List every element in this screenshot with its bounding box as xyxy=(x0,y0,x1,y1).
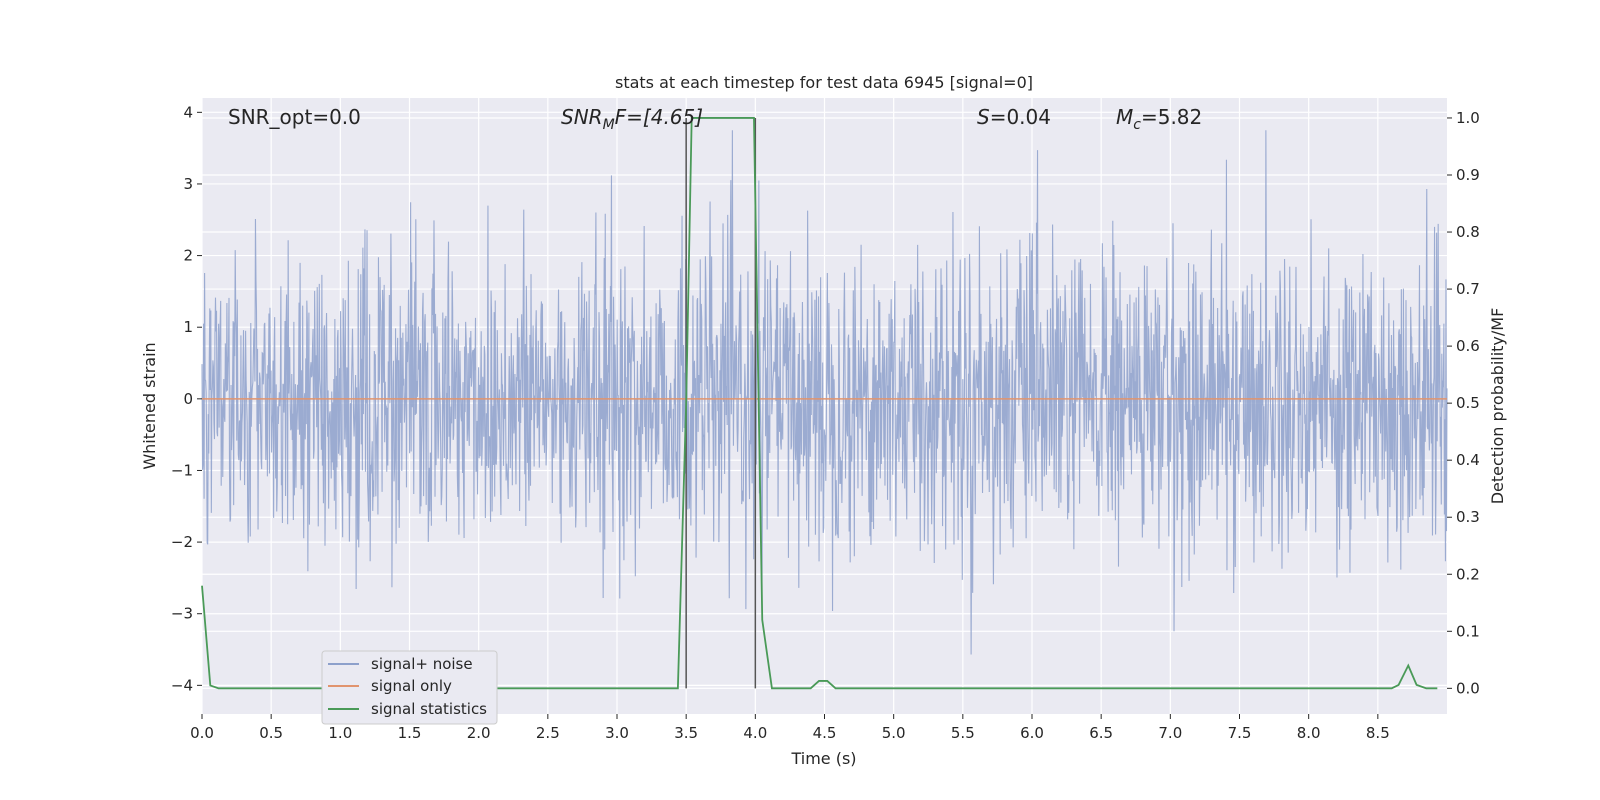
y2-tick-label: 0.0 xyxy=(1456,679,1480,697)
y-tick-label: −2 xyxy=(171,533,193,551)
snr-mf-sub: M xyxy=(603,117,615,133)
y2-tick-label: 0.6 xyxy=(1456,337,1480,355)
x-tick-label: 8.5 xyxy=(1366,724,1390,742)
y2-tick-label: 1.0 xyxy=(1456,109,1480,127)
noise-series xyxy=(201,130,1448,655)
y-tick-label: 4 xyxy=(183,103,193,121)
y2-tick-label: 0.1 xyxy=(1456,622,1480,640)
snr-opt-annotation: SNR_opt=0.0 xyxy=(228,105,361,129)
x-tick-label: 7.0 xyxy=(1158,724,1182,742)
mc-annotation: Mc=5.82 xyxy=(1116,105,1202,133)
s-tail: =0.04 xyxy=(990,105,1051,129)
chart-title: stats at each timestep for test data 694… xyxy=(615,73,1033,92)
ticks: 0.0 0.5 1.0 1.5 2.0 2.5 3.0 3.5 4.0 4.5 5.0 5.5 6.0 6… xyxy=(171,103,1480,742)
snr-mf-annotation: SNRMF=[4.65] xyxy=(561,105,703,133)
mc-tail: =5.82 xyxy=(1141,105,1202,129)
y-tick-label: 3 xyxy=(183,175,193,193)
x-tick-label: 1.5 xyxy=(398,724,422,742)
y2-tick-label: 0.4 xyxy=(1456,451,1480,469)
y-tick-label: −1 xyxy=(171,461,193,479)
legend-label-signal-only: signal only xyxy=(371,677,452,695)
legend-label-signal-noise: signal+ noise xyxy=(371,655,473,673)
x-tick-label: 2.0 xyxy=(467,724,491,742)
s-annotation: S=0.04 xyxy=(977,105,1051,129)
x-tick-label: 7.5 xyxy=(1228,724,1252,742)
y-tick-label: 0 xyxy=(183,390,193,408)
x-tick-label: 4.5 xyxy=(813,724,837,742)
x-tick-label: 0.5 xyxy=(259,724,283,742)
y2-tick-label: 0.9 xyxy=(1456,166,1480,184)
y-tick-label: 2 xyxy=(183,247,193,265)
legend-label-signal-statistics: signal statistics xyxy=(371,700,487,718)
x-tick-label: 2.5 xyxy=(536,724,560,742)
x-tick-label: 5.5 xyxy=(951,724,975,742)
x-tick-label: 8.0 xyxy=(1297,724,1321,742)
x-tick-label: 3.5 xyxy=(674,724,698,742)
snr-mf-main: SNR xyxy=(561,105,603,129)
x-tick-label: 0.0 xyxy=(190,724,214,742)
x-tick-label: 4.0 xyxy=(743,724,767,742)
y2-tick-label: 0.2 xyxy=(1456,565,1480,583)
x-tick-label: 6.0 xyxy=(1020,724,1044,742)
mc-main: M xyxy=(1116,105,1133,129)
x-tick-label: 6.5 xyxy=(1089,724,1113,742)
signal-noise-line xyxy=(201,130,1448,655)
y-tick-label: 1 xyxy=(183,318,193,336)
y2-tick-label: 0.8 xyxy=(1456,223,1480,241)
y-tick-label: −3 xyxy=(171,605,193,623)
x-axis-label: Time (s) xyxy=(790,749,856,768)
y2-tick-label: 0.5 xyxy=(1456,394,1480,412)
s-main: S xyxy=(977,105,990,129)
snr-mf-tail: F=[4.65] xyxy=(615,105,703,129)
legend: signal+ noise signal only signal statist… xyxy=(321,650,498,725)
mc-sub: c xyxy=(1133,117,1141,133)
legend-box xyxy=(321,650,498,725)
y-axis-label: Whitened strain xyxy=(140,342,159,469)
y2-tick-label: 0.3 xyxy=(1456,508,1480,526)
y-tick-label: −4 xyxy=(171,676,193,694)
x-tick-label: 1.0 xyxy=(328,724,352,742)
y2-axis-label: Detection probability/MF xyxy=(1488,308,1507,505)
x-tick-label: 5.0 xyxy=(882,724,906,742)
x-tick-label: 3.0 xyxy=(605,724,629,742)
y2-tick-label: 0.7 xyxy=(1456,280,1480,298)
